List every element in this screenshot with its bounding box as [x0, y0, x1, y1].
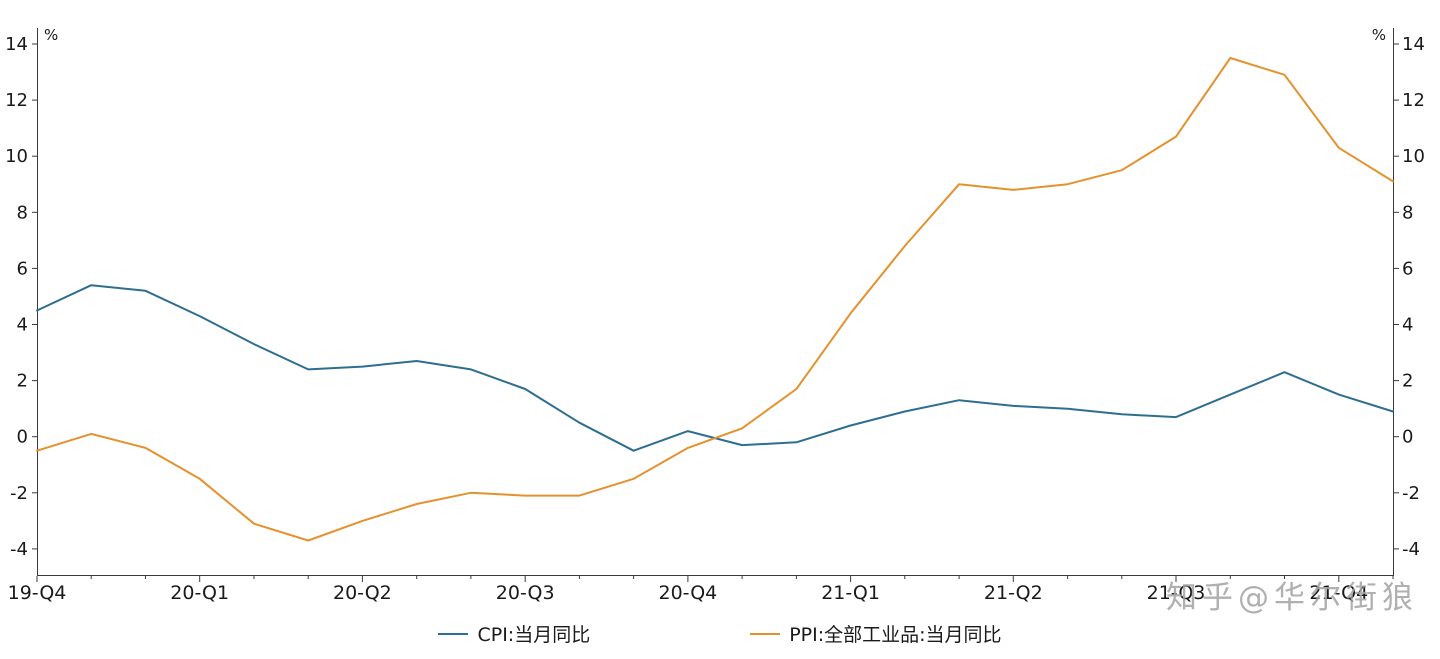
y-tick-label-right: 14 — [1402, 34, 1425, 55]
cpi-line-swatch — [438, 632, 469, 635]
y-tick-label-right: 12 — [1402, 90, 1425, 111]
x-tick-label: 21-Q2 — [984, 582, 1043, 604]
y-tick-label-left: -4 — [10, 539, 28, 560]
x-tick-label: 21-Q1 — [821, 582, 880, 604]
y-tick-label-left: 8 — [17, 202, 28, 223]
y-tick-label-right: 4 — [1402, 315, 1413, 336]
y-tick-label-left: 4 — [17, 315, 28, 336]
x-tick-label: 20-Q4 — [659, 582, 718, 604]
legend-item-cpi: CPI:当月同比 — [438, 620, 590, 647]
y-tick-label-left: 2 — [17, 371, 28, 392]
y-tick-label-right: -2 — [1402, 483, 1420, 504]
legend-label-cpi: CPI:当月同比 — [477, 624, 591, 646]
y-tick-label-right: 2 — [1402, 371, 1413, 392]
x-tick-label: 20-Q1 — [170, 582, 229, 604]
y-tick-label-right: 6 — [1402, 258, 1413, 279]
chart-legend: CPI:当月同比 PPI:全部工业品:当月同比 — [0, 620, 1440, 647]
y-axis-unit-left: % — [44, 26, 58, 44]
y-tick-label-left: 6 — [17, 258, 28, 279]
x-tick-label: 21-Q4 — [1309, 582, 1368, 604]
x-tick-label: 20-Q3 — [496, 582, 555, 604]
ppi-line-swatch — [750, 632, 781, 635]
y-axis-unit-right: % — [1372, 26, 1386, 44]
y-tick-label-left: 0 — [17, 427, 28, 448]
legend-item-ppi: PPI:全部工业品:当月同比 — [750, 620, 1002, 647]
y-tick-label-left: 12 — [5, 90, 28, 111]
x-tick-label: 19-Q4 — [8, 582, 67, 604]
x-tick-label: 20-Q2 — [333, 582, 392, 604]
y-tick-label-right: 0 — [1402, 427, 1413, 448]
cpi-line — [36, 284, 1394, 452]
legend-label-ppi: PPI:全部工业品:当月同比 — [789, 624, 1002, 646]
x-tick-label: 21-Q3 — [1147, 582, 1206, 604]
y-tick-label-left: -2 — [10, 483, 28, 504]
y-tick-label-right: 10 — [1402, 146, 1425, 167]
y-tick-label-left: 10 — [5, 146, 28, 167]
ppi-line — [36, 57, 1394, 542]
y-tick-label-right: -4 — [1402, 539, 1420, 560]
y-tick-label-right: 8 — [1402, 202, 1413, 223]
y-tick-label-left: 14 — [5, 34, 28, 55]
